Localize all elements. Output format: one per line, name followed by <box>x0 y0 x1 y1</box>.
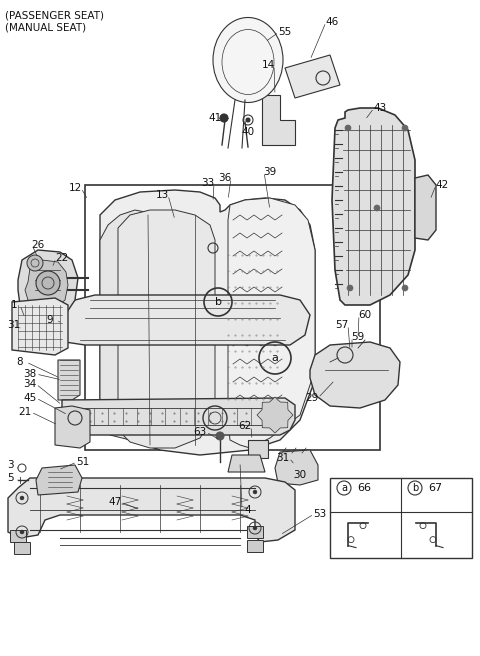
Text: 40: 40 <box>241 127 254 137</box>
Polygon shape <box>310 342 400 408</box>
Polygon shape <box>10 530 26 542</box>
Circle shape <box>402 125 408 131</box>
Polygon shape <box>118 210 215 448</box>
Text: 55: 55 <box>278 27 292 37</box>
Text: b: b <box>215 297 221 307</box>
Text: 53: 53 <box>313 509 326 519</box>
Circle shape <box>36 271 60 295</box>
Polygon shape <box>285 55 340 98</box>
Text: 22: 22 <box>55 253 69 263</box>
Text: 34: 34 <box>24 379 36 389</box>
Text: 63: 63 <box>193 427 206 437</box>
Polygon shape <box>228 198 315 448</box>
Text: 13: 13 <box>156 190 168 200</box>
Bar <box>85 185 380 450</box>
Text: 14: 14 <box>262 60 275 70</box>
Text: 42: 42 <box>435 180 449 190</box>
Text: 1: 1 <box>11 300 17 310</box>
Circle shape <box>20 496 24 500</box>
Polygon shape <box>247 540 263 552</box>
Text: 39: 39 <box>264 167 276 177</box>
Polygon shape <box>55 406 90 448</box>
Text: 36: 36 <box>218 173 232 183</box>
Text: 38: 38 <box>24 369 36 379</box>
Text: 41: 41 <box>208 113 222 123</box>
Text: 4: 4 <box>245 505 252 515</box>
Text: 26: 26 <box>31 240 45 250</box>
Polygon shape <box>18 250 78 322</box>
Circle shape <box>253 490 257 494</box>
Polygon shape <box>262 95 295 145</box>
Polygon shape <box>8 478 295 542</box>
Polygon shape <box>62 398 295 435</box>
Text: 3: 3 <box>7 460 13 470</box>
Polygon shape <box>14 542 30 554</box>
Polygon shape <box>58 360 80 400</box>
Text: (MANUAL SEAT): (MANUAL SEAT) <box>5 22 86 32</box>
Circle shape <box>253 526 257 530</box>
Polygon shape <box>415 175 436 240</box>
Text: b: b <box>412 483 418 493</box>
Circle shape <box>216 432 224 440</box>
Circle shape <box>374 205 380 211</box>
Polygon shape <box>60 295 310 345</box>
Polygon shape <box>100 210 150 440</box>
Text: 29: 29 <box>305 393 319 403</box>
Text: 21: 21 <box>18 407 32 417</box>
Text: 62: 62 <box>239 421 252 431</box>
Text: 46: 46 <box>325 17 338 27</box>
Polygon shape <box>12 298 68 355</box>
Circle shape <box>246 118 250 122</box>
Polygon shape <box>100 190 315 455</box>
Polygon shape <box>25 260 68 310</box>
Polygon shape <box>36 465 82 495</box>
Text: 33: 33 <box>202 178 215 188</box>
Text: 59: 59 <box>351 332 365 342</box>
Text: 31: 31 <box>7 320 21 330</box>
Text: 8: 8 <box>17 357 24 367</box>
Text: 9: 9 <box>47 315 53 325</box>
Text: a: a <box>341 483 347 493</box>
Circle shape <box>402 285 408 291</box>
Circle shape <box>220 114 228 122</box>
Text: 43: 43 <box>373 103 386 113</box>
Text: 12: 12 <box>68 183 82 193</box>
Circle shape <box>20 530 24 534</box>
Text: 60: 60 <box>359 310 372 320</box>
Polygon shape <box>275 450 318 485</box>
Ellipse shape <box>213 18 283 102</box>
Text: 66: 66 <box>357 483 371 493</box>
Polygon shape <box>248 440 268 458</box>
Text: 51: 51 <box>76 457 90 467</box>
Text: 45: 45 <box>24 393 36 403</box>
Polygon shape <box>228 455 265 472</box>
Circle shape <box>347 285 353 291</box>
Bar <box>330 478 472 558</box>
Text: 67: 67 <box>428 483 442 493</box>
Circle shape <box>27 255 43 271</box>
Polygon shape <box>247 526 263 538</box>
Text: a: a <box>272 353 278 363</box>
Polygon shape <box>257 397 293 433</box>
Circle shape <box>345 125 351 131</box>
Text: 57: 57 <box>336 320 348 330</box>
Text: 5: 5 <box>7 473 13 483</box>
Text: 31: 31 <box>276 453 289 463</box>
Text: 47: 47 <box>108 497 121 507</box>
Text: 30: 30 <box>293 470 307 480</box>
Polygon shape <box>332 108 415 305</box>
Text: (PASSENGER SEAT): (PASSENGER SEAT) <box>5 10 104 20</box>
